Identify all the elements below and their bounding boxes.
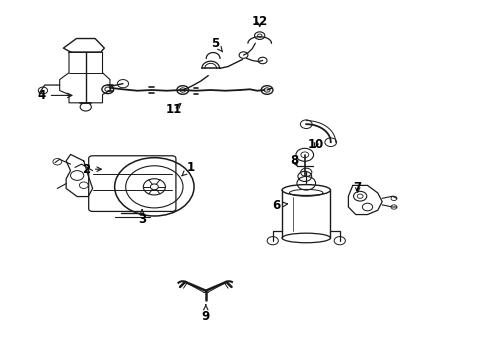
Text: 3: 3 — [138, 210, 146, 226]
Text: 11: 11 — [166, 103, 182, 116]
Text: 10: 10 — [308, 138, 324, 150]
Text: 6: 6 — [273, 199, 288, 212]
Text: 12: 12 — [251, 15, 268, 28]
Text: 5: 5 — [212, 37, 222, 52]
Text: 4: 4 — [38, 89, 72, 102]
Text: 1: 1 — [182, 161, 195, 176]
Text: 2: 2 — [82, 163, 101, 176]
Text: 7: 7 — [354, 181, 362, 194]
Text: 9: 9 — [202, 305, 210, 323]
Text: 8: 8 — [290, 154, 298, 167]
